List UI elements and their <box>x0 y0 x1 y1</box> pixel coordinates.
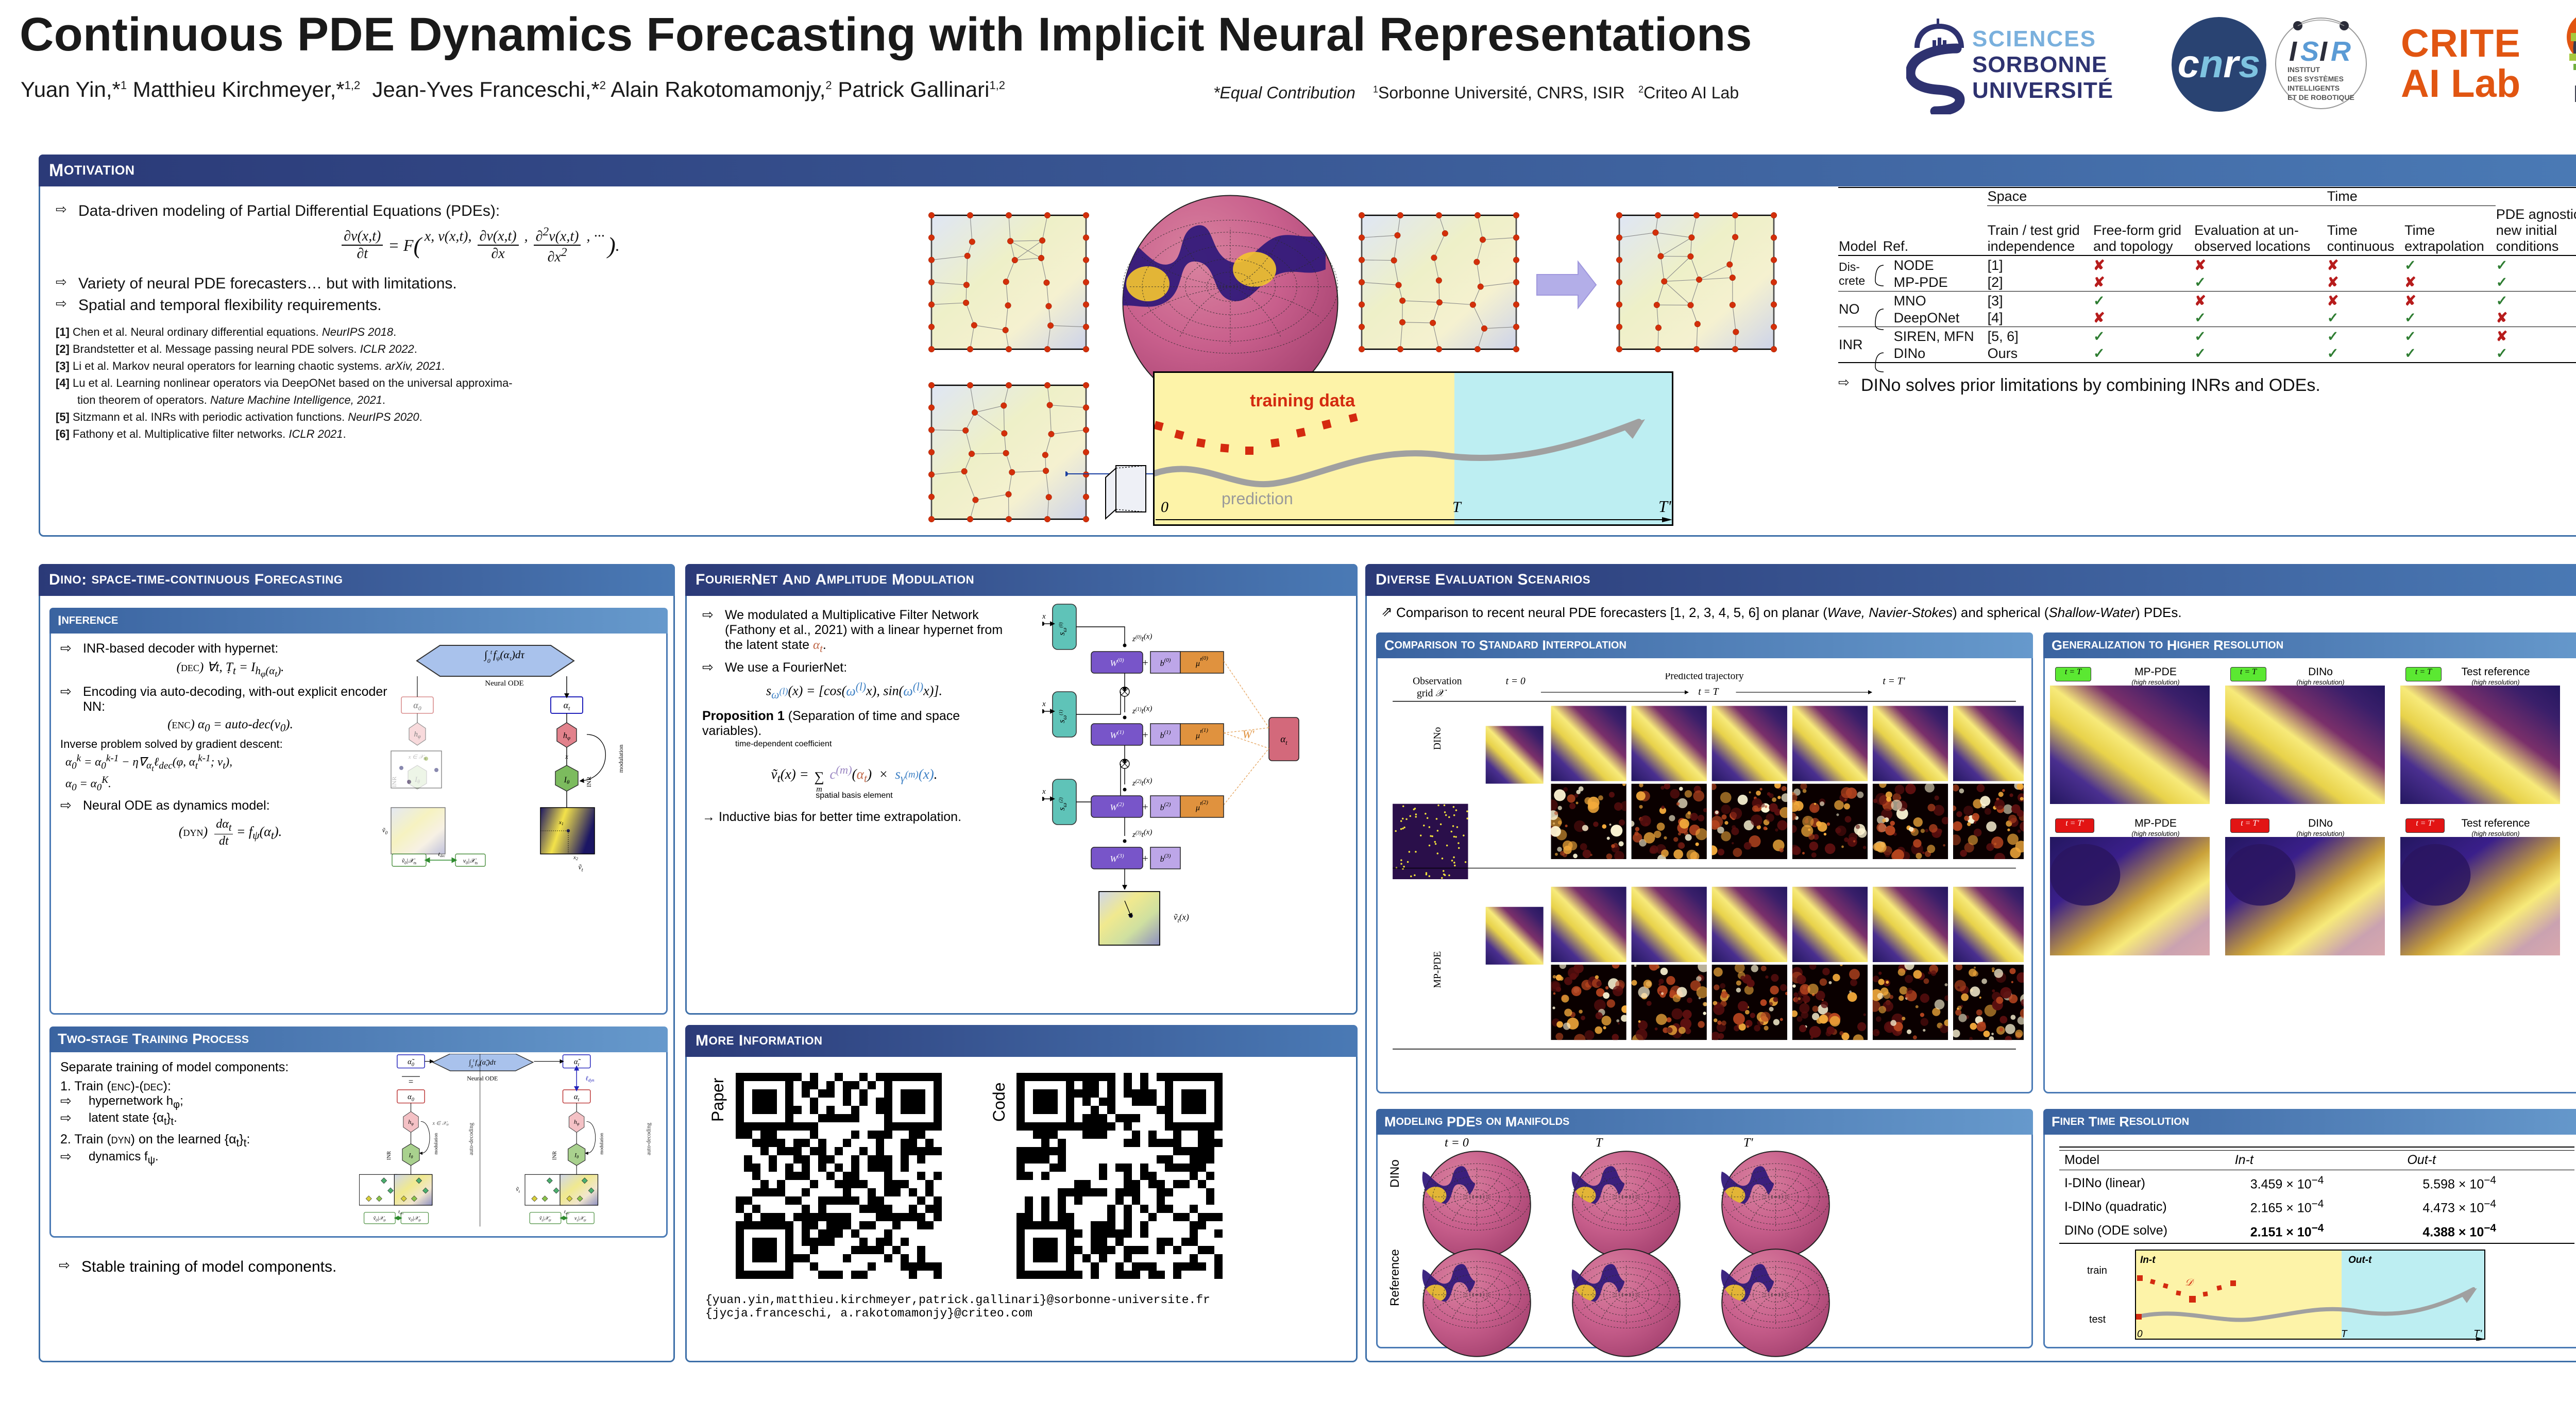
svg-text:ℓdec: ℓdec <box>564 1210 570 1216</box>
svg-text:z(1)t(x): z(1)t(x) <box>1132 705 1152 715</box>
svg-text:ṽt: ṽt <box>516 1185 520 1194</box>
svg-text:DINo: DINo <box>1432 727 1443 750</box>
svg-text:modulation: modulation <box>617 745 624 773</box>
svg-text:ṽ0: ṽ0 <box>382 826 388 835</box>
svg-text:+: + <box>1142 729 1148 741</box>
svg-text:I: I <box>2319 36 2328 67</box>
svg-text:x: x <box>1042 788 1046 796</box>
svg-text:CRITE: CRITE <box>2401 22 2521 65</box>
svg-text:x: x <box>1042 700 1046 708</box>
svg-text:T': T' <box>1658 497 1672 516</box>
svg-text:Predicted trajectory: Predicted trajectory <box>1665 673 1743 682</box>
svg-text:R: R <box>2331 36 2351 67</box>
svg-text:+: + <box>1142 657 1148 669</box>
svg-text:ET DE ROBOTIQUE: ET DE ROBOTIQUE <box>2287 93 2354 101</box>
svg-text:ṽt: ṽt <box>579 864 583 873</box>
svg-text:Out-t: Out-t <box>2348 1255 2372 1265</box>
svg-text:grid 𝒳: grid 𝒳 <box>1417 688 1447 699</box>
svg-text:DES SYSTÈMES: DES SYSTÈMES <box>2287 75 2344 83</box>
svg-text:Neural ODE: Neural ODE <box>467 1074 498 1082</box>
svg-text:Neural ODE: Neural ODE <box>485 679 523 688</box>
svg-text:T: T <box>1452 499 1462 516</box>
svg-text:INTELLIGENTS: INTELLIGENTS <box>2287 84 2340 92</box>
svg-text:x ∈ 𝒳tr: x ∈ 𝒳tr <box>432 1121 449 1127</box>
svg-text:T: T <box>2341 1329 2348 1340</box>
svg-text:INSTITUT: INSTITUT <box>2287 65 2320 74</box>
svg-text:ṽt(x): ṽt(x) <box>1174 912 1189 924</box>
svg-text:0: 0 <box>1161 499 1168 516</box>
svg-text:t = T: t = T <box>1698 687 1719 697</box>
svg-text:training data: training data <box>1250 391 1355 410</box>
svg-text:ℓdec: ℓdec <box>398 1210 404 1216</box>
svg-text:SORBONNE: SORBONNE <box>1972 52 2107 77</box>
svg-text:prediction: prediction <box>1222 489 1293 508</box>
svg-text:x: x <box>1042 612 1046 621</box>
svg-text:auto-decoding: auto-decoding <box>646 1122 652 1155</box>
svg-text:modulation: modulation <box>599 1133 604 1154</box>
svg-text:+: + <box>1142 853 1148 864</box>
svg-text:𝒟: 𝒟 <box>2185 1277 2195 1288</box>
svg-text:t = 0: t = 0 <box>1506 676 1526 687</box>
svg-text:ℓdyn: ℓdyn <box>586 1074 595 1083</box>
svg-text:SCIENCES: SCIENCES <box>1972 26 2096 52</box>
svg-text:modulation: modulation <box>433 1133 438 1154</box>
svg-text:S: S <box>2300 36 2319 67</box>
svg-text:z(0)t(x): z(0)t(x) <box>1132 632 1152 643</box>
svg-text:0: 0 <box>2137 1329 2143 1340</box>
svg-text:In-t: In-t <box>2140 1255 2156 1265</box>
svg-text:x2: x2 <box>573 854 578 861</box>
svg-text:INR: INR <box>552 1151 558 1160</box>
svg-text:+: + <box>1142 801 1148 813</box>
svg-text:ICLR: ICLR <box>2573 80 2576 106</box>
svg-text:z(2)t(x): z(2)t(x) <box>1132 777 1152 788</box>
svg-text:UNIVERSITÉ: UNIVERSITÉ <box>1972 77 2113 103</box>
svg-text:=: = <box>409 1077 413 1087</box>
svg-text:Observation: Observation <box>1413 676 1462 687</box>
svg-text:z(3)t(x): z(3)t(x) <box>1132 828 1152 839</box>
svg-text:AI Lab: AI Lab <box>2401 62 2520 106</box>
svg-text:t = T': t = T' <box>1883 676 1905 687</box>
svg-text:cnrs: cnrs <box>2178 42 2261 86</box>
svg-text:I: I <box>2289 36 2297 67</box>
svg-text:auto-decoding: auto-decoding <box>468 1122 474 1155</box>
svg-text:MP-PDE: MP-PDE <box>1432 951 1443 988</box>
svg-text:INR: INR <box>386 1151 392 1160</box>
